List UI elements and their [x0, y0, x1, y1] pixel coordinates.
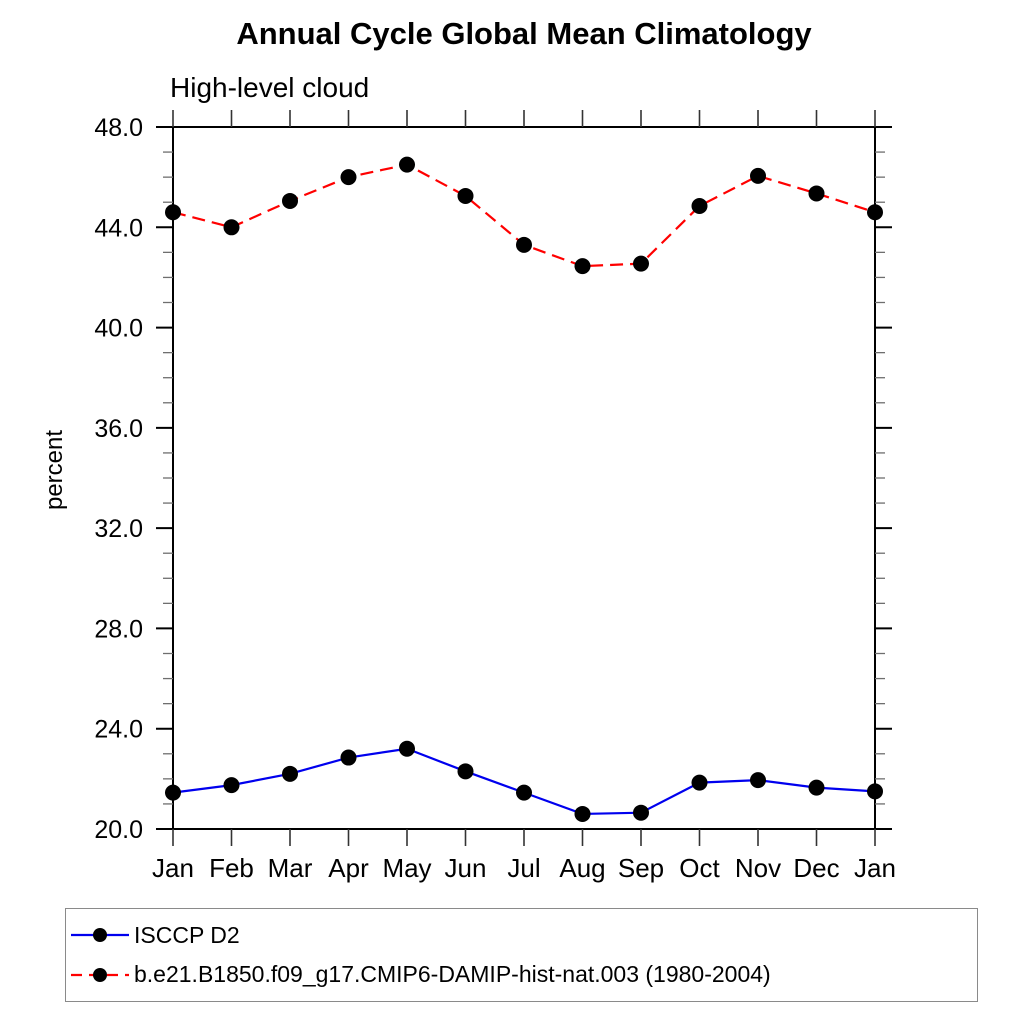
data-point-marker: [867, 204, 883, 221]
y-tick-label: 40.0: [94, 315, 143, 343]
data-point-marker: [633, 804, 649, 821]
y-tick-label: 24.0: [94, 716, 143, 744]
data-point-marker: [282, 192, 298, 209]
x-tick-label: Jul: [507, 853, 540, 883]
data-point-marker: [223, 777, 240, 794]
legend-item-model: b.e21.B1850.f09_g17.CMIP6-DAMIP-hist-nat…: [70, 961, 977, 988]
data-point-marker: [399, 740, 415, 757]
data-point-marker: [223, 219, 240, 236]
x-tick-label: Feb: [209, 853, 254, 883]
data-point-marker: [165, 204, 181, 221]
x-tick-label: Jan: [854, 853, 896, 883]
legend: ISCCP D2 b.e21.B1850.f09_g17.CMIP6-DAMIP…: [65, 908, 978, 1002]
legend-dashed-line-sample: [71, 967, 129, 982]
data-point-marker: [340, 169, 357, 186]
legend-label-isccp: ISCCP D2: [134, 921, 240, 948]
plot-frame: [172, 126, 876, 830]
legend-solid-line-sample: [71, 928, 129, 943]
y-tick-label: 32.0: [94, 515, 143, 543]
data-point-marker: [457, 763, 474, 780]
y-tick-label: 48.0: [94, 114, 143, 142]
x-tick-label: Nov: [735, 853, 781, 883]
data-point-marker: [165, 784, 181, 801]
x-tick-label: Jun: [445, 853, 487, 883]
x-tick-label: May: [382, 853, 431, 883]
data-point-marker: [282, 765, 298, 782]
data-point-marker: [867, 783, 883, 800]
data-point-marker: [574, 805, 591, 822]
x-tick-label: Mar: [268, 853, 313, 883]
data-point-marker: [574, 258, 591, 275]
series-line-0: [172, 747, 876, 816]
data-point-marker: [808, 185, 825, 202]
chart-title: Annual Cycle Global Mean Climatology: [236, 16, 812, 51]
data-point-marker: [516, 236, 532, 253]
data-point-marker: [633, 255, 649, 272]
x-tick-label: Jan: [152, 853, 194, 883]
x-tick-label: Apr: [328, 853, 369, 883]
x-tick-label: Aug: [559, 853, 605, 883]
x-tick-label: Dec: [793, 853, 839, 883]
data-point-marker: [399, 156, 415, 173]
data-point-marker: [457, 187, 474, 204]
data-point-marker: [516, 784, 532, 801]
legend-item-isccp: ISCCP D2: [70, 922, 977, 949]
data-point-marker: [691, 774, 708, 791]
chart-subtitle: High-level cloud: [170, 72, 370, 103]
x-tick-label: Oct: [679, 853, 720, 883]
data-point-marker: [750, 772, 766, 789]
y-tick-label: 44.0: [94, 214, 143, 242]
y-tick-label: 36.0: [94, 415, 143, 443]
x-tick-label: Sep: [618, 853, 664, 883]
legend-label-model: b.e21.B1850.f09_g17.CMIP6-DAMIP-hist-nat…: [134, 961, 771, 988]
data-point-marker: [340, 749, 357, 766]
data-point-marker: [808, 779, 825, 796]
data-point-marker: [691, 197, 708, 214]
data-point-marker: [750, 167, 766, 184]
y-tick-label: 28.0: [94, 615, 143, 643]
y-tick-label: 20.0: [94, 816, 143, 844]
